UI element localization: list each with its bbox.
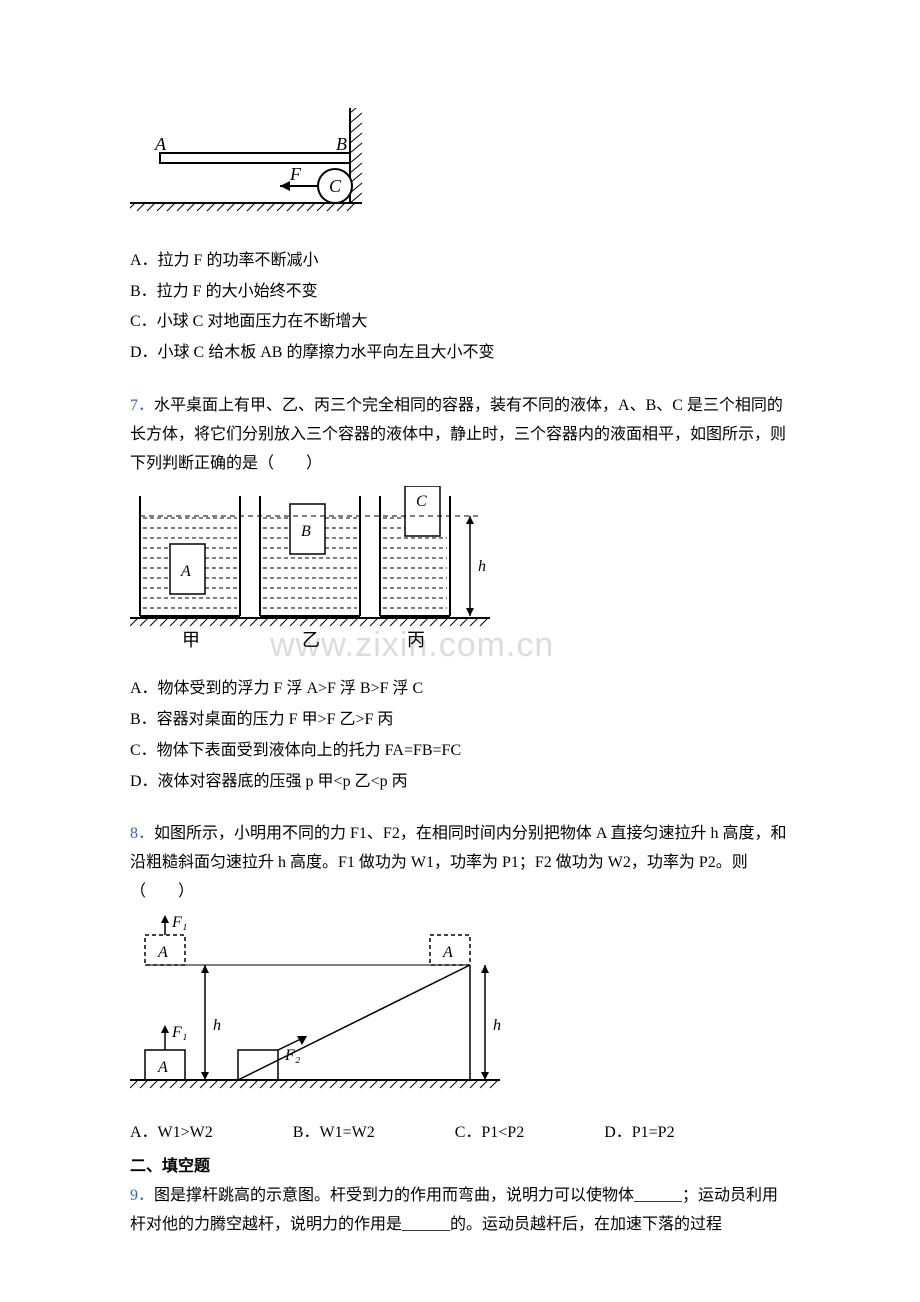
- svg-text:B: B: [301, 523, 311, 540]
- section-2-header: 二、填空题: [130, 1153, 790, 1182]
- label-c: C: [329, 176, 342, 196]
- board-ab: [160, 153, 350, 163]
- svg-text:A: A: [157, 944, 168, 961]
- q8-number: 8．: [130, 825, 154, 842]
- svg-text:F₂: F₂: [284, 1047, 301, 1064]
- container-jia: A: [140, 496, 240, 616]
- q6-choice-a: A．拉力 F 的功率不断减小: [130, 247, 790, 276]
- q7-choices: A．物体受到的浮力 F 浮 A>F 浮 B>F 浮 C B．容器对桌面的压力 F…: [130, 675, 790, 796]
- q7-text: 7．水平桌面上有甲、乙、丙三个完全相同的容器，装有不同的液体，A、B、C 是三个…: [130, 392, 790, 478]
- q7-choice-a: A．物体受到的浮力 F 浮 A>F 浮 B>F 浮 C: [130, 675, 790, 704]
- q7-choice-b: B．容器对桌面的压力 F 甲>F 乙>F 丙: [130, 706, 790, 735]
- page-content: A B C F: [130, 108, 790, 1240]
- q7-choice-c: C．物体下表面受到液体向上的托力 FA=FB=FC: [130, 737, 790, 766]
- q6-choice-c: C．小球 C 对地面压力在不断增大: [130, 308, 790, 337]
- q7-choice-d: D．液体对容器底的压强 p 甲<p 乙<p 丙: [130, 768, 790, 797]
- bing-label: 丙: [407, 630, 425, 650]
- q8-figure: A F₁ A F₁ h F₂: [130, 915, 790, 1111]
- q7-body: 水平桌面上有甲、乙、丙三个完全相同的容器，装有不同的液体，A、B、C 是三个相同…: [130, 397, 786, 472]
- q8-choice-b: B．W1=W2: [293, 1119, 375, 1148]
- svg-text:C: C: [416, 493, 427, 510]
- jia-label: 甲: [182, 630, 200, 650]
- svg-text:A: A: [180, 563, 191, 580]
- q6-figure: A B C F: [130, 108, 790, 239]
- label-b: B: [336, 134, 347, 154]
- svg-text:h: h: [493, 1017, 501, 1034]
- q9-body: 图是撑杆跳高的示意图。杆受到力的作用而弯曲，说明力可以使物体______；运动员…: [130, 1187, 778, 1233]
- q8-text: 8．如图所示，小明用不同的力 F1、F2，在相同时间内分别把物体 A 直接匀速拉…: [130, 820, 790, 906]
- q9-text: 9．图是撑杆跳高的示意图。杆受到力的作用而弯曲，说明力可以使物体______；运…: [130, 1182, 790, 1240]
- svg-text:F₁: F₁: [171, 915, 187, 931]
- q8-choice-a: A．W1>W2: [130, 1119, 213, 1148]
- q6-choices: A．拉力 F 的功率不断减小 B．拉力 F 的大小始终不变 C．小球 C 对地面…: [130, 247, 790, 368]
- label-a: A: [154, 134, 167, 154]
- q7-figure: A B: [130, 486, 790, 667]
- q6-choice-d: D．小球 C 给木板 AB 的摩擦力水平向左且大小不变: [130, 339, 790, 368]
- yi-label: 乙: [302, 630, 320, 650]
- q8-body: 如图所示，小明用不同的力 F1、F2，在相同时间内分别把物体 A 直接匀速拉升 …: [130, 825, 787, 900]
- svg-text:h: h: [213, 1017, 221, 1034]
- h-label: h: [478, 558, 486, 575]
- svg-text:F₁: F₁: [171, 1024, 187, 1041]
- q7-ground-hatching: [130, 618, 488, 626]
- ground-hatching: [130, 203, 355, 211]
- q8-choice-c: C．P1<P2: [455, 1119, 525, 1148]
- svg-text:A: A: [157, 1059, 168, 1076]
- force-arrowhead: [280, 181, 290, 191]
- q9-number: 9．: [130, 1187, 154, 1204]
- q8-choice-d: D．P1=P2: [604, 1119, 674, 1148]
- q6-choice-b: B．拉力 F 的大小始终不变: [130, 278, 790, 307]
- container-bing: C: [380, 486, 450, 616]
- container-yi: B: [260, 496, 360, 616]
- svg-text:A: A: [442, 944, 453, 961]
- label-f: F: [289, 164, 302, 184]
- q8-choices: A．W1>W2 B．W1=W2 C．P1<P2 D．P1=P2: [130, 1119, 790, 1148]
- q8-ground-hatching: [130, 1080, 498, 1088]
- q7-number: 7．: [130, 397, 154, 414]
